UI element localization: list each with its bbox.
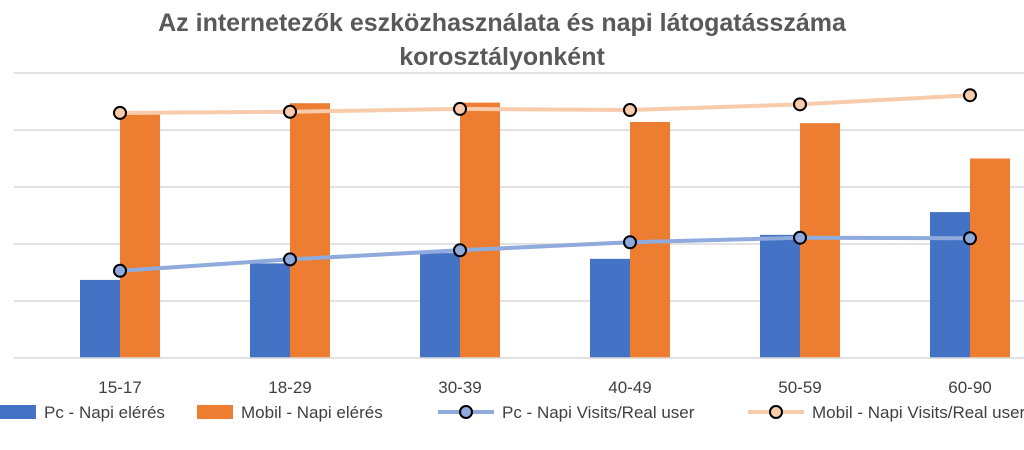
bar-pc-15-17: [80, 279, 120, 358]
legend-item: Pc - Napi Visits/Real user: [438, 403, 695, 422]
line-pc-visits: [118, 235, 972, 273]
x-tick-label: 40-49: [608, 378, 651, 397]
x-tick-label: 60-90: [948, 378, 991, 397]
bar-pc-60-90: [930, 212, 970, 358]
line-markers: [113, 88, 977, 278]
gridlines: [14, 72, 1024, 302]
bar-mobil-18-29: [290, 103, 330, 359]
marker-mobil-30-39: [453, 101, 467, 116]
marker-mobil-50-59: [793, 97, 807, 112]
line-mobil-visits: [118, 93, 972, 115]
bar-pc-50-59: [760, 234, 800, 358]
legend-item: Mobil - Napi Visits/Real user: [748, 403, 1024, 422]
legend-label: Pc - Napi Visits/Real user: [502, 403, 695, 422]
legend-label: Mobil - Napi elérés: [241, 403, 383, 422]
bar-mobil-30-39: [460, 102, 500, 358]
marker-mobil-40-49: [623, 103, 637, 118]
legend-swatch: [197, 405, 233, 419]
marker-pc-18-29: [283, 252, 297, 267]
marker-pc-50-59: [793, 230, 807, 245]
marker-mobil-18-29: [283, 104, 297, 119]
bar-pc-40-49: [590, 258, 630, 358]
x-tick-label: 18-29: [268, 378, 311, 397]
line-series: [118, 93, 972, 273]
legend-marker: [769, 405, 783, 419]
bars: [80, 102, 1010, 359]
legend-marker: [459, 405, 473, 419]
chart-title-line-2: korosztályonként: [399, 43, 605, 71]
marker-pc-30-39: [453, 243, 467, 258]
bar-pc-30-39: [420, 253, 460, 358]
bar-mobil-60-90: [970, 158, 1010, 358]
marker-mobil-15-17: [113, 105, 127, 120]
x-tick-label: 15-17: [98, 378, 141, 397]
marker-mobil-60-90: [963, 88, 977, 103]
legend-item: Pc - Napi elérés: [0, 403, 165, 422]
legend-swatch: [0, 405, 36, 419]
legend: Pc - Napi elérés Mobil - Napi elérés Pc - …: [0, 403, 1024, 422]
chart-title: Az internetezők eszközhasználata és napi…: [158, 9, 847, 71]
bar-pc-18-29: [250, 263, 290, 358]
marker-pc-60-90: [963, 231, 977, 246]
marker-pc-15-17: [113, 263, 127, 278]
legend-label: Mobil - Napi Visits/Real user: [812, 403, 1024, 422]
legend-label: Pc - Napi elérés: [44, 403, 165, 422]
bar-mobil-50-59: [800, 123, 840, 358]
marker-pc-40-49: [623, 235, 637, 250]
bar-mobil-15-17: [120, 114, 160, 358]
x-tick-label: 50-59: [778, 378, 821, 397]
x-tick-label: 30-39: [438, 378, 481, 397]
legend-item: Mobil - Napi elérés: [197, 403, 383, 422]
x-tick-labels: 15-17 18-29 30-39 40-49 50-59 60-90: [98, 378, 991, 397]
chart-title-line-1: Az internetezők eszközhasználata és napi…: [158, 9, 847, 37]
